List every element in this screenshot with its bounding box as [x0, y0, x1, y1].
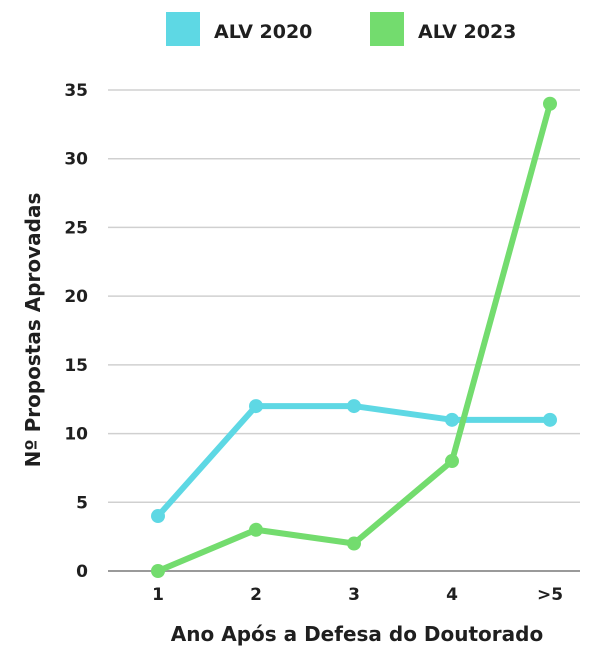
- data-point-alv-2023: [445, 454, 459, 469]
- y-axis-ticks: 0 5 10 15 20 25 30 35: [64, 81, 88, 582]
- x-tick-label: 4: [446, 585, 458, 605]
- gridlines: [108, 89, 580, 572]
- y-tick-label: 15: [64, 356, 88, 376]
- y-tick-label: 10: [64, 425, 88, 445]
- x-axis-title: Ano Após a Defesa do Doutorado: [171, 622, 543, 646]
- y-tick-label: 20: [64, 287, 88, 307]
- y-tick-label: 30: [64, 150, 88, 170]
- data-point-alv-2023: [347, 536, 361, 551]
- y-tick-label: 25: [64, 218, 88, 238]
- series-line-alv-2023: [155, 100, 553, 574]
- y-axis-title: Nº Propostas Aprovadas: [21, 193, 45, 468]
- x-tick-label: 2: [250, 585, 262, 605]
- x-tick-label: >5: [537, 585, 563, 605]
- y-tick-label: 0: [76, 562, 88, 582]
- data-point-alv-2023: [543, 96, 557, 111]
- legend-swatch-alv-2023: [370, 12, 404, 46]
- legend: ALV 2020 ALV 2023: [166, 12, 516, 46]
- series-layer: [151, 96, 557, 578]
- data-point-alv-2023: [249, 522, 263, 537]
- legend-label-alv-2023: ALV 2023: [418, 21, 516, 43]
- x-tick-label: 3: [348, 585, 360, 605]
- legend-item: ALV 2020: [166, 12, 312, 46]
- legend-label-alv-2020: ALV 2020: [214, 21, 312, 43]
- data-point-alv-2020: [151, 509, 165, 524]
- data-point-alv-2020: [249, 399, 263, 414]
- legend-swatch-alv-2020: [166, 12, 200, 46]
- x-tick-label: 1: [152, 585, 164, 605]
- x-axis-ticks: 1 2 3 4 >5: [152, 585, 563, 605]
- y-tick-label: 5: [76, 493, 88, 513]
- series-line-alv-2020: [155, 403, 553, 520]
- y-tick-label: 35: [64, 81, 88, 101]
- data-point-alv-2020: [445, 412, 459, 427]
- data-point-alv-2020: [543, 412, 557, 427]
- data-point-alv-2023: [151, 564, 165, 578]
- legend-item: ALV 2023: [370, 12, 516, 46]
- data-point-alv-2020: [347, 399, 361, 414]
